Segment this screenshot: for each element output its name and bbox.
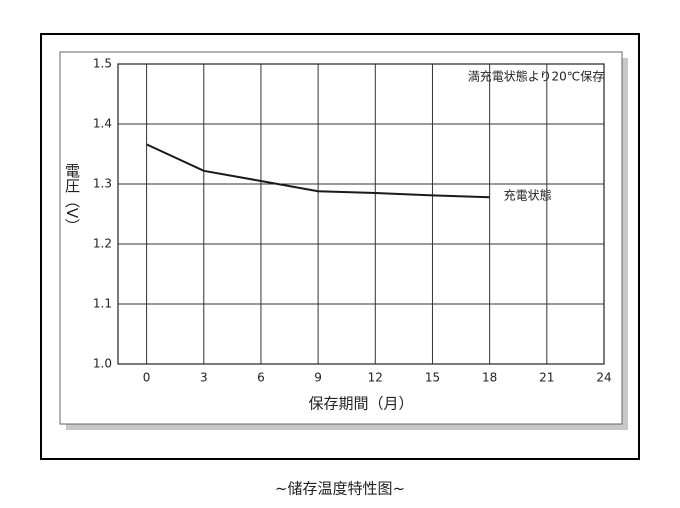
line — [146, 143, 490, 199]
y-tick-label: 1.4 — [93, 117, 112, 131]
y-tick-label: 1.1 — [93, 297, 112, 311]
y-tick-label: 1.0 — [93, 357, 112, 371]
x-tick-label: 15 — [425, 371, 440, 385]
y-tick-label: 1.2 — [93, 237, 112, 251]
x-axis-label: 保存期間（月） — [308, 395, 413, 413]
x-tick-label: 18 — [482, 371, 497, 385]
caption: ~储存温度特性图~ — [275, 480, 405, 498]
y-axis-label: 電圧（V） — [63, 163, 81, 233]
y-tick-label: 1.3 — [93, 177, 112, 191]
annotation: 満充電状態より20℃保存 — [468, 69, 605, 84]
x-tick-label: 12 — [368, 371, 383, 385]
x-tick-label: 0 — [143, 371, 151, 385]
x-tick-label: 3 — [200, 371, 208, 385]
y-tick-label: 1.5 — [93, 57, 112, 71]
legend-label: 充電状態 — [504, 188, 552, 203]
x-tick-label: 24 — [596, 371, 611, 385]
x-tick-label: 6 — [257, 371, 265, 385]
plot-frame — [117, 63, 605, 365]
x-tick-label: 21 — [539, 371, 554, 385]
panel — [59, 51, 623, 425]
x-tick-label: 9 — [314, 371, 322, 385]
